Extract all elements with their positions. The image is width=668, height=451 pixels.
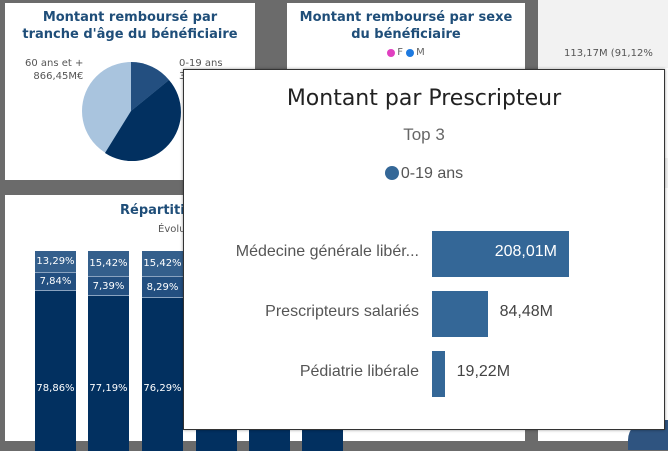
prescripteur-value: 208,01M bbox=[494, 243, 557, 260]
tooltip-legend: 0-19 ans bbox=[184, 165, 664, 183]
tooltip-prescripteur: Montant par Prescripteur Top 3 0-19 ans … bbox=[183, 69, 665, 430]
label-0-19: 0-19 ans 3 bbox=[179, 57, 223, 83]
prescripteur-bar[interactable] bbox=[432, 291, 488, 337]
bar-segment-mid[interactable]: 7,84% bbox=[35, 273, 76, 291]
bar-segment-bottom[interactable]: 78,86% bbox=[36, 383, 75, 394]
tooltip-title: Montant par Prescripteur bbox=[286, 86, 562, 111]
prescripteur-row[interactable]: Prescripteurs salariés 84,48M bbox=[184, 291, 664, 337]
label-60-plus: 60 ans et + 866,45M€ bbox=[25, 57, 83, 83]
stacked-bar[interactable]: 15,42% 7,39% 77,19% bbox=[88, 251, 129, 451]
label-019-value: 3 bbox=[179, 71, 185, 82]
prescripteur-bar[interactable] bbox=[432, 231, 569, 277]
prescripteur-bar[interactable] bbox=[432, 351, 445, 397]
prescripteur-row[interactable]: Médecine générale libér... 208,01M bbox=[184, 231, 664, 277]
prescripteur-value: 84,48M bbox=[499, 303, 553, 320]
legend-dot-f bbox=[387, 49, 396, 57]
right-value: 113,17M (91,12% bbox=[564, 48, 653, 59]
age-pie-chart[interactable] bbox=[81, 61, 181, 161]
bar-segment-mid[interactable]: 7,39% bbox=[88, 277, 129, 296]
legend-dot-m bbox=[406, 49, 415, 57]
sexe-title: Montant remboursé par sexe du bénéficiai… bbox=[299, 10, 513, 42]
sexe-panel: Montant remboursé par sexe du bénéficiai… bbox=[287, 3, 525, 73]
pie-slice-middle[interactable] bbox=[105, 80, 181, 161]
bar-segment-top[interactable]: 15,42% bbox=[88, 251, 129, 277]
label-60-name: 60 ans et + bbox=[25, 58, 84, 69]
bar-segment-mid[interactable]: 8,29% bbox=[142, 277, 183, 298]
tooltip-subtitle: Top 3 bbox=[403, 125, 445, 144]
prescripteur-label: Prescripteurs salariés bbox=[265, 303, 419, 320]
label-60-value: 866,45M€ bbox=[33, 71, 84, 82]
prescripteur-label: Pédiatrie libérale bbox=[299, 363, 419, 380]
legend-m: M bbox=[416, 47, 425, 58]
stacked-bar[interactable]: 15,42% 8,29% 76,29% bbox=[142, 251, 183, 451]
sexe-legend: F M bbox=[287, 47, 525, 58]
bar-segment-bottom[interactable]: 77,19% bbox=[89, 383, 128, 394]
age-pie-title: Montant remboursé par tranche d'âge du b… bbox=[22, 10, 238, 42]
bar-segment-bottom[interactable]: 76,29% bbox=[143, 383, 182, 394]
label-019-name: 0-19 ans bbox=[179, 58, 223, 69]
prescripteur-value: 19,22M bbox=[456, 363, 511, 380]
legend-f: F bbox=[397, 47, 403, 58]
stacked-bar[interactable]: 13,29% 7,84% 78,86% bbox=[35, 251, 76, 451]
repartition-title: Répartitio bbox=[120, 203, 194, 218]
bar-segment-top[interactable]: 13,29% bbox=[35, 251, 76, 273]
prescripteur-row[interactable]: Pédiatrie libérale 19,22M bbox=[184, 351, 664, 397]
repartition-subtitle: Évolu bbox=[158, 224, 186, 235]
bar-segment-top[interactable]: 15,42% bbox=[142, 251, 183, 277]
legend-label: 0-19 ans bbox=[400, 165, 464, 182]
prescripteur-label: Médecine générale libér... bbox=[235, 243, 419, 260]
legend-dot-icon bbox=[384, 166, 399, 180]
pie-slice-0-19[interactable] bbox=[131, 61, 169, 111]
